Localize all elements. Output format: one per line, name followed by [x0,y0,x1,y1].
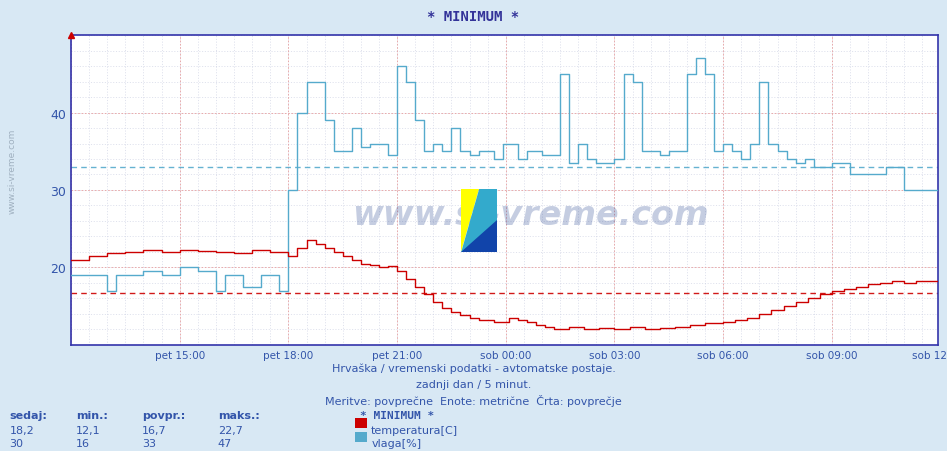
Text: 16,7: 16,7 [142,425,167,435]
Text: maks.:: maks.: [218,410,259,420]
Polygon shape [461,189,497,253]
Text: Meritve: povprečne  Enote: metrične  Črta: povprečje: Meritve: povprečne Enote: metrične Črta:… [325,395,622,407]
Text: vlaga[%]: vlaga[%] [371,438,421,448]
Text: 47: 47 [218,438,232,448]
Text: povpr.:: povpr.: [142,410,186,420]
Text: 18,2: 18,2 [9,425,34,435]
Text: sedaj:: sedaj: [9,410,47,420]
Text: 30: 30 [9,438,24,448]
Polygon shape [461,221,497,253]
Text: 16: 16 [76,438,90,448]
Text: www.si-vreme.com: www.si-vreme.com [352,199,708,232]
Text: 22,7: 22,7 [218,425,242,435]
Text: * MINIMUM *: * MINIMUM * [427,10,520,24]
Text: min.:: min.: [76,410,108,420]
Polygon shape [461,189,479,253]
Text: Hrvaška / vremenski podatki - avtomatske postaje.: Hrvaška / vremenski podatki - avtomatske… [331,363,616,373]
Text: www.si-vreme.com: www.si-vreme.com [8,129,17,214]
Text: temperatura[C]: temperatura[C] [371,425,458,435]
Text: 33: 33 [142,438,156,448]
Text: zadnji dan / 5 minut.: zadnji dan / 5 minut. [416,379,531,389]
Text: * MINIMUM *: * MINIMUM * [360,410,434,420]
Text: 12,1: 12,1 [76,425,100,435]
